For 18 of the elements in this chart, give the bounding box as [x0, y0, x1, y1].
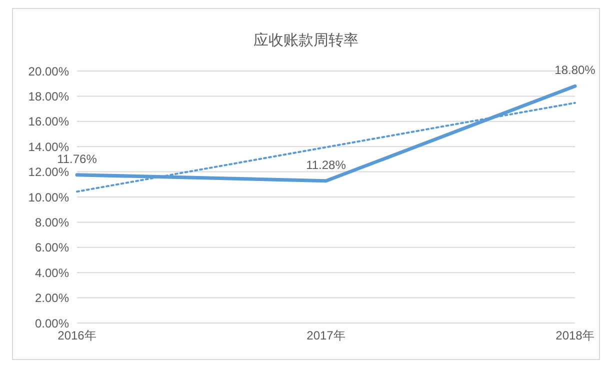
x-tick-label: 2017年 — [306, 328, 346, 343]
chart-title: 应收账款周转率 — [252, 31, 360, 50]
x-tick-label: 2018年 — [556, 328, 594, 343]
y-tick-label: 12.00% — [28, 165, 70, 180]
y-tick-label: 16.00% — [28, 114, 70, 129]
data-label: 18.80% — [554, 63, 596, 78]
y-tick-label: 10.00% — [28, 190, 70, 204]
data-label: 11.76% — [57, 152, 98, 166]
y-tick-label: 2.00% — [34, 291, 70, 306]
y-tick-label: 8.00% — [34, 215, 70, 230]
y-tick-label: 6.00% — [34, 240, 70, 255]
y-tick-label: 14.00% — [28, 140, 70, 154]
y-tick-label: 20.00% — [28, 64, 70, 78]
x-tick-label: 2016年 — [58, 328, 96, 343]
data-label: 11.28% — [306, 158, 346, 172]
y-tick-label: 18.00% — [28, 89, 70, 104]
y-tick-label: 0.00% — [34, 316, 70, 330]
y-tick-label: 4.00% — [34, 266, 70, 280]
